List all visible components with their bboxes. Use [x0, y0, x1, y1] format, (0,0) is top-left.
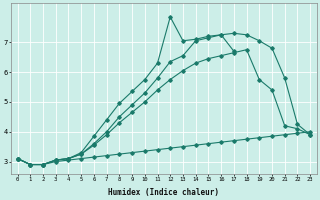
X-axis label: Humidex (Indice chaleur): Humidex (Indice chaleur) — [108, 188, 220, 197]
